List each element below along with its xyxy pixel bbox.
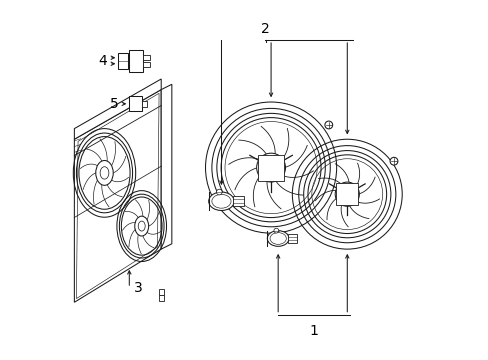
Text: 2: 2	[261, 22, 269, 36]
Circle shape	[273, 228, 278, 233]
Circle shape	[216, 189, 222, 195]
FancyBboxPatch shape	[159, 289, 164, 295]
FancyBboxPatch shape	[143, 54, 149, 60]
Circle shape	[263, 160, 279, 176]
Ellipse shape	[135, 216, 148, 236]
Circle shape	[324, 121, 332, 129]
Text: 5: 5	[110, 97, 119, 111]
FancyBboxPatch shape	[287, 234, 297, 243]
FancyBboxPatch shape	[159, 295, 163, 301]
FancyBboxPatch shape	[143, 62, 149, 67]
FancyBboxPatch shape	[258, 154, 284, 181]
Ellipse shape	[267, 231, 288, 246]
Text: 1: 1	[309, 324, 318, 338]
Circle shape	[340, 188, 353, 201]
FancyBboxPatch shape	[336, 183, 357, 205]
FancyBboxPatch shape	[118, 53, 127, 69]
FancyBboxPatch shape	[129, 96, 142, 111]
Polygon shape	[74, 90, 161, 302]
Circle shape	[256, 153, 285, 182]
FancyBboxPatch shape	[233, 196, 244, 206]
Circle shape	[389, 157, 397, 165]
Polygon shape	[74, 79, 161, 139]
FancyBboxPatch shape	[142, 100, 147, 107]
Text: 4: 4	[99, 54, 107, 68]
Polygon shape	[161, 84, 171, 249]
Circle shape	[334, 182, 359, 206]
Text: 3: 3	[134, 281, 142, 295]
Ellipse shape	[96, 161, 113, 185]
FancyBboxPatch shape	[129, 50, 143, 72]
Ellipse shape	[208, 192, 234, 211]
